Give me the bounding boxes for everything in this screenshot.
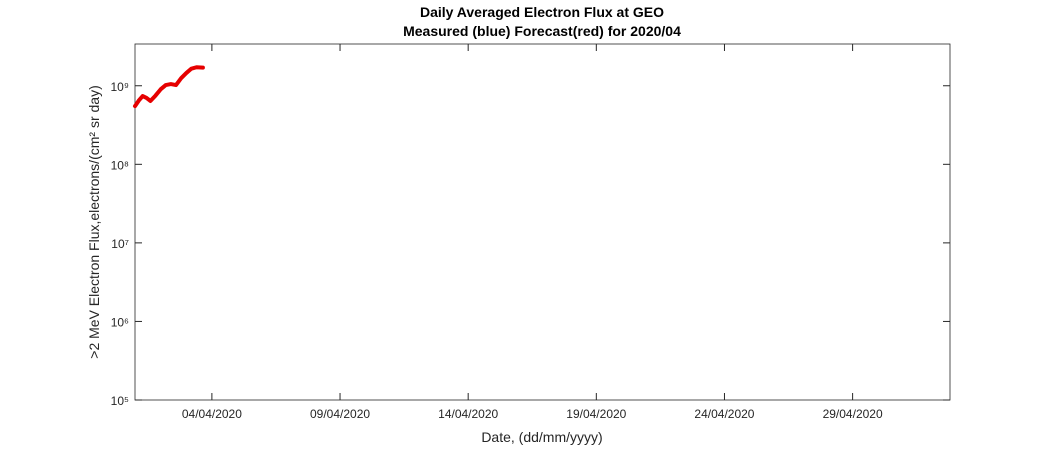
x-tick-label: 29/04/2020 (823, 407, 883, 421)
chart-subtitle: Measured (blue) Forecast(red) for 2020/0… (403, 23, 681, 39)
plot-box (134, 43, 951, 401)
x-tick-label: 19/04/2020 (566, 407, 626, 421)
x-tick-label: 24/04/2020 (694, 407, 754, 421)
x-tick-label: 04/04/2020 (182, 407, 242, 421)
y-axis-label: >2 MeV Electron Flux,electrons/(cm² sr d… (86, 85, 102, 358)
y-tick-label: 10⁸ (111, 158, 129, 172)
y-tick-label: 10⁹ (111, 80, 130, 94)
chart-title: Daily Averaged Electron Flux at GEO (420, 4, 664, 20)
y-tick-label: 10⁵ (111, 394, 129, 408)
data-line (133, 65, 205, 109)
x-tick-label: 09/04/2020 (310, 407, 370, 421)
y-tick-label: 10⁷ (111, 237, 129, 251)
y-tick-label: 10⁶ (111, 315, 129, 329)
x-axis-label: Date, (dd/mm/yyyy) (481, 429, 602, 445)
x-tick-label: 14/04/2020 (438, 407, 498, 421)
